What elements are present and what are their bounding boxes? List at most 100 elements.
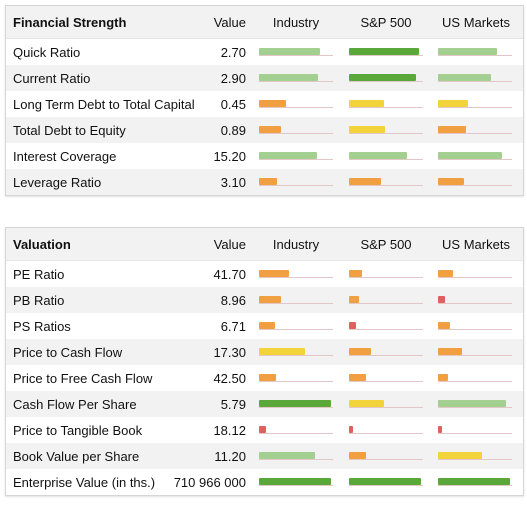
industry-bar-fill [259, 400, 331, 407]
metric-label: PB Ratio [13, 292, 65, 308]
industry-bar-track [259, 126, 333, 134]
metric-label: Current Ratio [13, 70, 91, 86]
industry-bar-track [259, 478, 333, 486]
industry-bar-fill [259, 74, 318, 81]
industry-bar-track [259, 296, 333, 304]
industry-bar-fill [259, 426, 266, 433]
metric-value: 2.70 [220, 44, 246, 60]
sp500-bar-fill [349, 426, 353, 433]
industry-bar-fill [259, 126, 281, 133]
metric-value: 17.30 [213, 344, 246, 360]
sp500-bar-fill [349, 100, 384, 107]
sp500-bar-track [349, 296, 423, 304]
table-row: Book Value per Share 11.20 [6, 443, 523, 469]
valuation-header: Valuation Value Industry S&P 500 US Mark… [6, 228, 523, 261]
sp500-bar-track [349, 452, 423, 460]
sp500-column-header: S&P 500 [360, 236, 412, 252]
industry-bar-track [259, 400, 333, 408]
table-row: PB Ratio 8.96 [6, 287, 523, 313]
us-markets-bar-fill [438, 48, 497, 55]
financial-strength-panel: Financial Strength Value Industry S&P 50… [5, 5, 524, 196]
us-markets-bar-fill [438, 178, 464, 185]
metric-value: 2.90 [220, 70, 246, 86]
valuation-title: Valuation [13, 236, 71, 252]
us-markets-bar-track [438, 296, 512, 304]
sp500-bar-fill [349, 400, 384, 407]
us-markets-bar-track [438, 270, 512, 278]
sp500-bar-track [349, 270, 423, 278]
industry-bar-track [259, 426, 333, 434]
industry-bar-fill [259, 178, 277, 185]
industry-bar-track [259, 48, 333, 56]
us-markets-bar-fill [438, 100, 468, 107]
industry-bar-fill [259, 48, 320, 55]
table-row: PS Ratios 6.71 [6, 313, 523, 339]
metric-label: Price to Tangible Book [13, 422, 143, 438]
us-markets-bar-fill [438, 426, 442, 433]
table-row: Quick Ratio 2.70 [6, 39, 523, 65]
financial-strength-title: Financial Strength [13, 14, 127, 30]
table-row: Long Term Debt to Total Capital 0.45 [6, 91, 523, 117]
us-markets-bar-fill [438, 126, 466, 133]
us-markets-bar-track [438, 74, 512, 82]
industry-bar-fill [259, 478, 331, 485]
industry-bar-fill [259, 322, 275, 329]
industry-bar-track [259, 178, 333, 186]
sp500-column-header: S&P 500 [360, 14, 412, 30]
metric-label: PE Ratio [13, 266, 65, 282]
metric-value: 41.70 [213, 266, 246, 282]
table-row: Price to Tangible Book 18.12 [6, 417, 523, 443]
industry-bar-fill [259, 348, 305, 355]
industry-bar-track [259, 322, 333, 330]
industry-bar-fill [259, 296, 281, 303]
metric-value: 0.89 [220, 122, 246, 138]
table-row: Cash Flow Per Share 5.79 [6, 391, 523, 417]
sp500-bar-fill [349, 48, 419, 55]
metric-label: Quick Ratio [13, 44, 81, 60]
table-row: Price to Free Cash Flow 42.50 [6, 365, 523, 391]
metric-value: 710 966 000 [173, 474, 246, 490]
us-markets-bar-fill [438, 348, 462, 355]
us-markets-bar-fill [438, 270, 453, 277]
metric-label: Leverage Ratio [13, 174, 102, 190]
table-row: Price to Cash Flow 17.30 [6, 339, 523, 365]
sp500-bar-track [349, 48, 423, 56]
us-markets-bar-track [438, 426, 512, 434]
sp500-bar-track [349, 322, 423, 330]
metric-value: 0.45 [220, 96, 246, 112]
us-markets-bar-fill [438, 152, 502, 159]
industry-bar-track [259, 270, 333, 278]
financial-strength-rows: Quick Ratio 2.70 Current Ratio 2.90 Long Ter… [6, 39, 523, 195]
sp500-bar-fill [349, 178, 381, 185]
us-markets-bar-fill [438, 478, 510, 485]
valuation-panel: Valuation Value Industry S&P 500 US Mark… [5, 227, 524, 496]
metric-label: Price to Cash Flow [13, 344, 123, 360]
us-markets-column-header: US Markets [442, 14, 510, 30]
us-markets-bar-fill [438, 296, 445, 303]
metric-value: 15.20 [213, 148, 246, 164]
industry-bar-fill [259, 452, 315, 459]
table-row: Total Debt to Equity 0.89 [6, 117, 523, 143]
metric-value: 5.79 [220, 396, 246, 412]
us-markets-bar-track [438, 452, 512, 460]
sp500-bar-track [349, 400, 423, 408]
sp500-bar-track [349, 126, 423, 134]
industry-column-header: Industry [272, 14, 320, 30]
metric-label: Total Debt to Equity [13, 122, 126, 138]
sp500-bar-fill [349, 270, 362, 277]
table-row: PE Ratio 41.70 [6, 261, 523, 287]
sp500-bar-track [349, 348, 423, 356]
value-column-header: Value [213, 14, 246, 30]
sp500-bar-fill [349, 478, 421, 485]
sp500-bar-track [349, 178, 423, 186]
industry-bar-track [259, 152, 333, 160]
metric-label: Price to Free Cash Flow [13, 370, 153, 386]
metric-value: 42.50 [213, 370, 246, 386]
sp500-bar-fill [349, 348, 371, 355]
industry-column-header: Industry [272, 236, 320, 252]
metric-label: Cash Flow Per Share [13, 396, 137, 412]
table-row: Current Ratio 2.90 [6, 65, 523, 91]
us-markets-bar-fill [438, 374, 448, 381]
us-markets-bar-fill [438, 400, 506, 407]
metric-value: 6.71 [220, 318, 246, 334]
